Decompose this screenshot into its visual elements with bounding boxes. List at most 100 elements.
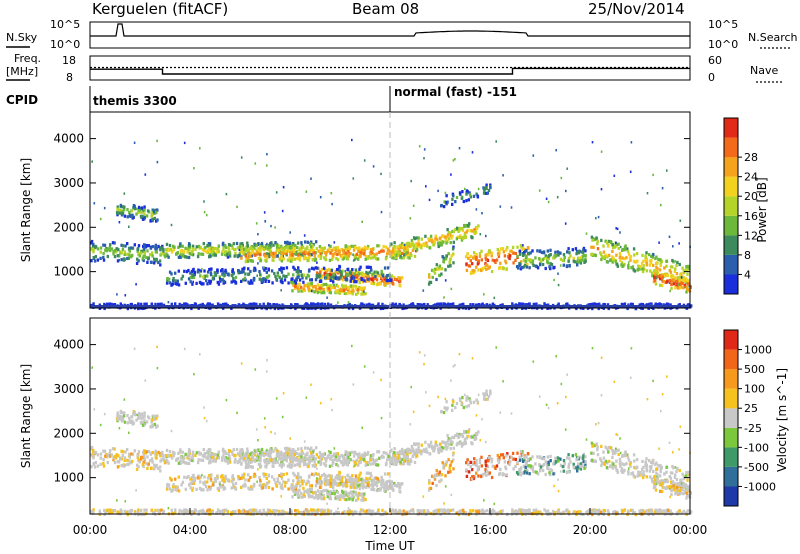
velocity-cell [142,460,145,464]
power-cell [430,240,434,244]
power-cell [361,220,363,223]
power-cell [190,270,194,274]
power-cell [208,302,211,306]
power-cell [661,187,664,190]
power-cell [675,279,679,283]
velocity-cell [231,452,234,456]
velocity-cell [503,460,507,464]
power-cell [580,250,583,254]
power-cell [672,282,676,286]
power-cell [434,237,437,241]
velocity-cell [301,451,305,455]
power-cell [477,259,481,263]
power-cell [128,225,130,228]
velocity-cell [521,472,524,476]
velocity-cell [326,455,330,459]
velocity-cell [103,449,107,453]
velocity-cell [544,460,547,464]
velocity-cell [222,447,225,451]
velocity-cell [531,468,534,472]
power-cell [234,280,237,284]
power-cell [447,252,450,256]
power-cell [583,260,586,264]
velocity-cell [344,450,347,454]
velocity-cell [522,464,526,468]
velocity-cell [461,433,464,437]
velocity-cell [441,440,445,444]
power-cell [244,278,247,282]
power-cell [265,256,269,260]
power-cell [528,302,531,306]
power-cell [211,247,215,251]
power-cell [232,242,235,246]
power-cell [331,202,333,206]
power-cell [123,252,126,256]
power-cell [471,151,474,154]
power-cell [452,240,455,244]
power-cell [160,302,163,306]
power-cell [660,273,663,277]
velocity-cell [381,485,384,489]
power-cell [316,283,320,287]
power-cell [92,302,95,306]
power-cell [315,240,318,244]
power-cell [687,264,690,268]
velocity-cell [509,460,512,464]
power-cell [458,228,461,232]
power-cell [349,279,352,283]
power-cell [620,263,623,267]
velocity-cell [159,469,162,473]
power-cell [405,251,409,255]
power-cell [274,251,277,255]
power-cell [324,270,328,274]
velocity-cell [531,465,535,469]
power-cell [157,244,160,248]
velocity-cell [304,489,308,493]
power-cell [455,237,459,241]
power-cell [325,273,328,278]
velocity-cell [655,461,658,465]
velocity-cell [394,483,397,487]
velocity-cell [269,451,272,455]
velocity-cell [319,476,322,480]
power-cell [379,282,382,286]
velocity-cell [326,481,330,486]
velocity-cell [525,471,529,475]
power-cell [440,243,444,247]
power-cell [170,247,173,251]
velocity-cell [96,464,100,468]
power-cell [527,251,530,255]
noise-search-label: N.Search [748,31,798,44]
velocity-cell [184,452,187,456]
power-cell [263,277,266,281]
velocity-cell [516,460,519,465]
velocity-cell [294,458,297,462]
power-cell [192,280,194,284]
velocity-cell [131,422,134,426]
power-cell [237,269,240,273]
range-tick-label: 4000 [53,132,84,146]
power-cell [310,266,314,270]
power-cell [528,266,531,270]
power-cell [157,302,160,306]
velocity-cell [415,442,419,446]
power-cell [228,273,231,277]
power-cell [228,248,231,252]
power-cell [388,276,392,280]
velocity-cell [304,456,308,460]
power-cell [501,266,505,270]
power-cell [475,257,478,262]
power-cell [303,255,306,259]
velocity-cell [335,462,338,467]
power-cell [213,271,217,275]
velocity-cell [477,430,480,434]
velocity-cell [434,443,437,447]
velocity-cell [400,462,403,466]
power-cell [201,252,205,256]
power-cell [591,307,594,311]
power-cell [582,248,585,252]
velocity-cell [298,463,301,467]
power-cell [298,278,302,282]
velocity-cell [477,467,480,471]
